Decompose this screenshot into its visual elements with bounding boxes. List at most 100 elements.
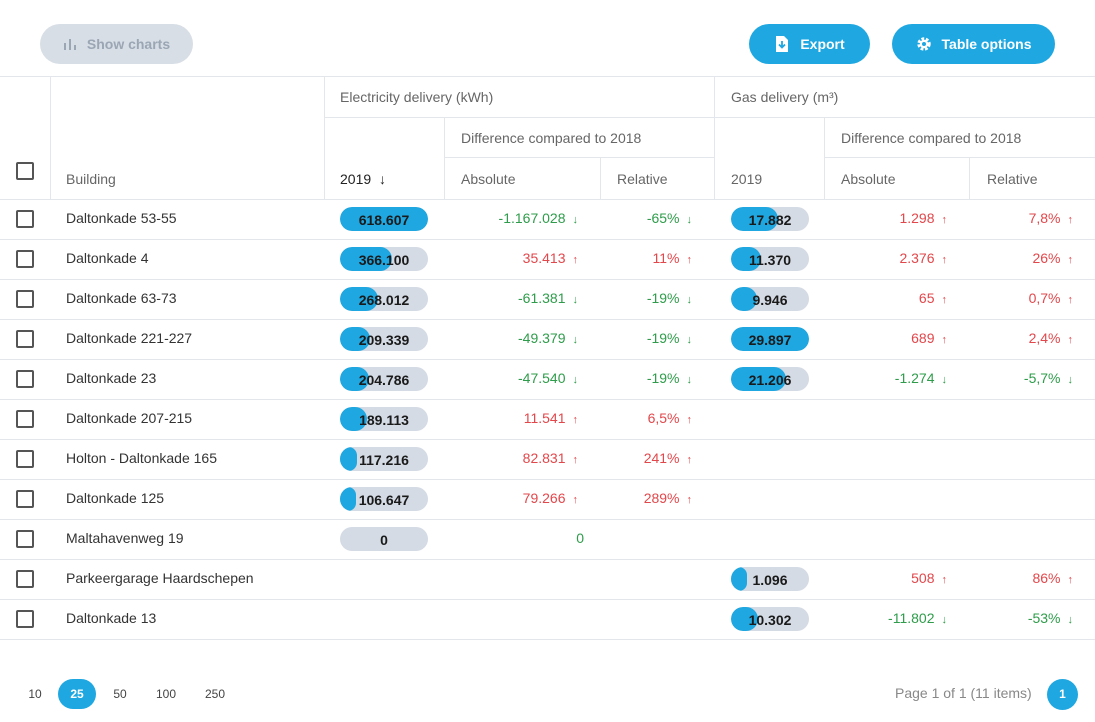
gas-absolute-value: 65 [918,290,935,306]
row-checkbox[interactable] [16,450,34,468]
building-column-header[interactable]: Building [66,171,116,187]
gas-bar: 17.882 [731,207,809,231]
arrow-up-icon: ↑ [1067,574,1074,586]
arrow-up-icon: ↑ [686,454,693,466]
arrow-down-icon: ↓ [572,214,579,226]
show-charts-button[interactable]: Show charts [40,24,193,64]
electricity-absolute: -49.379 ↓ [518,330,578,346]
electricity-relative-value: 289% [643,490,680,506]
arrow-down-icon: ↓ [686,294,693,306]
table-row[interactable]: Daltonkade 207-215 189.113 11.541 ↑ 6,5% ↑ [0,399,1095,440]
gas-2019-column-header[interactable]: 2019 [731,171,763,187]
table-row[interactable]: Daltonkade 53-55 618.607 17.882 -1.167.028 ↓… [0,199,1095,240]
gas-absolute: 65 ↑ [919,290,947,306]
electricity-absolute-value: 82.831 [522,450,566,466]
export-button[interactable]: Export [749,24,870,64]
row-checkbox[interactable] [16,210,34,228]
electricity-2019-column-header[interactable]: 2019 ↓ [340,171,386,187]
building-name[interactable]: Daltonkade 13 [66,610,157,626]
gas-bar-value: 11.370 [748,252,792,268]
electricity-bar-value: 106.647 [358,492,410,508]
electricity-bar: 366.100 [340,247,428,271]
gas-relative: -5,7% ↓ [1024,370,1073,386]
page-size-250[interactable]: 250 [204,687,226,701]
gas-bar-fill [731,207,778,231]
electricity-relative-value: -65% [646,210,680,226]
table-row[interactable]: Daltonkade 23 204.786 21.206 -47.540 ↓ -19% ↓ -… [0,359,1095,400]
page-size-10[interactable]: 10 [28,687,42,701]
gas-relative-column-header[interactable]: Relative [987,171,1038,187]
table-row[interactable]: Daltonkade 63-73 268.012 9.946 -61.381 ↓ -19%… [0,279,1095,320]
gear-icon [916,37,931,51]
row-checkbox[interactable] [16,490,34,508]
electricity-absolute: 0 [576,530,584,546]
page-size-100[interactable]: 100 [155,687,177,701]
page-size-25[interactable]: 25 [58,679,96,709]
page-button-1[interactable]: 1 [1047,679,1078,710]
gas-relative: 86% ↑ [1032,570,1073,586]
electricity-bar-fill [340,487,356,511]
page-size-50[interactable]: 50 [113,687,127,701]
gas-relative-value: 7,8% [1028,210,1061,226]
gas-absolute: 689 ↑ [911,330,947,346]
building-name[interactable]: Maltahavenweg 19 [66,530,184,546]
arrow-up-icon: ↑ [941,294,948,306]
electricity-relative: -19% ↓ [647,290,692,306]
gas-absolute: 508 ↑ [911,570,947,586]
arrow-up-icon: ↑ [1067,334,1074,346]
table-row[interactable]: Daltonkade 4 366.100 11.370 35.413 ↑ 11% ↑ 2.37… [0,239,1095,280]
electricity-relative-value: -19% [646,290,680,306]
gas-absolute-column-header[interactable]: Absolute [841,171,896,187]
table-row[interactable]: Holton - Daltonkade 165 117.216 82.831 ↑ 241… [0,439,1095,480]
gas-relative: 0,7% ↑ [1029,290,1073,306]
gas-bar: 1.096 [731,567,809,591]
table-options-button[interactable]: Table options [892,24,1055,64]
gas-bar: 10.302 [731,607,809,631]
arrow-up-icon: ↑ [686,254,693,266]
building-name[interactable]: Holton - Daltonkade 165 [66,450,217,466]
gas-bar: 11.370 [731,247,809,271]
table-row[interactable]: Daltonkade 125 106.647 79.266 ↑ 289% ↑ [0,479,1095,520]
table-row[interactable]: Daltonkade 13 10.302 -11.802 ↓ -53% ↓ [0,599,1095,640]
building-name[interactable]: Daltonkade 63-73 [66,290,177,306]
building-name[interactable]: Daltonkade 53-55 [66,210,177,226]
building-name[interactable]: Daltonkade 125 [66,490,165,506]
arrow-up-icon: ↑ [1067,294,1074,306]
row-checkbox[interactable] [16,370,34,388]
electricity-relative-value: -19% [646,370,680,386]
electricity-absolute-value: 0 [576,530,584,546]
table-row[interactable]: Parkeergarage Haardschepen 1.096 508 ↑ 86% ↑ [0,559,1095,600]
building-name[interactable]: Daltonkade 221-227 [66,330,193,346]
gas-bar-fill [731,287,757,311]
row-checkbox[interactable] [16,570,34,588]
electricity-diff-header: Difference compared to 2018 [461,130,642,146]
table-row[interactable]: Maltahavenweg 19 0 0 [0,519,1095,560]
electricity-relative: 6,5% ↑ [648,410,692,426]
building-name[interactable]: Daltonkade 4 [66,250,149,266]
row-checkbox[interactable] [16,250,34,268]
building-name[interactable]: Daltonkade 23 [66,370,157,386]
arrow-up-icon: ↑ [941,214,948,226]
row-checkbox[interactable] [16,290,34,308]
arrow-down-icon: ↓ [686,374,693,386]
arrow-up-icon: ↑ [686,494,693,506]
electricity-relative: 11% ↑ [653,250,692,266]
electricity-bar-value: 189.113 [359,412,409,428]
building-name[interactable]: Daltonkade 207-215 [66,410,193,426]
table-row[interactable]: Daltonkade 221-227 209.339 29.897 -49.379 ↓ -… [0,319,1095,360]
building-name[interactable]: Parkeergarage Haardschepen [66,570,254,586]
row-checkbox[interactable] [16,410,34,428]
arrow-up-icon: ↑ [572,454,579,466]
select-all-checkbox[interactable] [16,162,34,180]
gas-relative: 2,4% ↑ [1029,330,1073,346]
electricity-relative: -65% ↓ [647,210,692,226]
row-checkbox[interactable] [16,330,34,348]
arrow-up-icon: ↑ [572,254,579,266]
gas-absolute: 1.298 ↑ [899,210,947,226]
electricity-absolute-column-header[interactable]: Absolute [461,171,516,187]
row-checkbox[interactable] [16,610,34,628]
row-checkbox[interactable] [16,530,34,548]
electricity-absolute: -61.381 ↓ [518,290,578,306]
gas-diff-header: Difference compared to 2018 [841,130,1022,146]
electricity-relative-column-header[interactable]: Relative [617,171,668,187]
